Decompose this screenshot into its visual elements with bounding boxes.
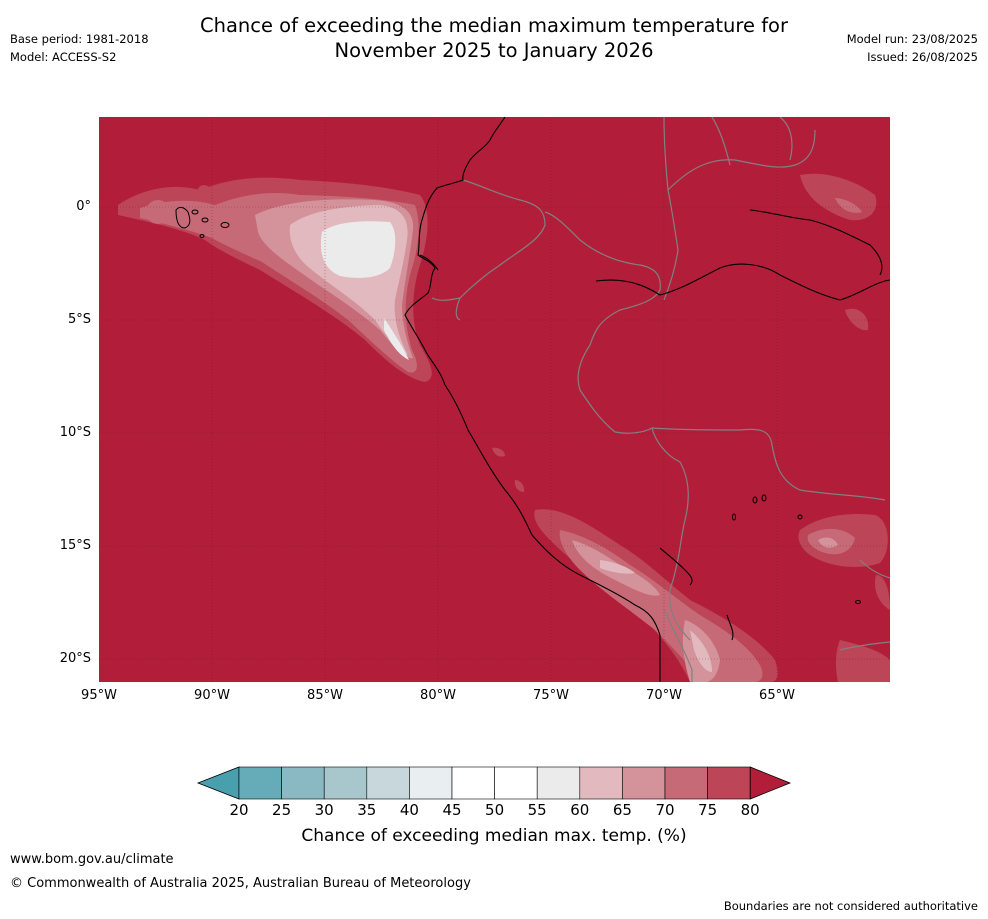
colorbar-tick-label: 55 [527,801,547,819]
lat-label-5s: 5°S [67,312,91,327]
colorbar-graphic [196,766,792,800]
colorbar-segment [622,766,666,800]
galapagos-spot [146,200,170,224]
colorbar-tick-label: 65 [612,801,632,819]
colorbar-tick-label: 75 [698,801,718,819]
footer-url[interactable]: www.bom.gov.au/climate [10,852,174,867]
meta-left: Base period: 1981-2018 Model: ACCESS-S2 [10,30,149,66]
meta-right: Model run: 23/08/2025 Issued: 26/08/2025 [847,30,978,66]
map-title: Chance of exceeding the median maximum t… [0,13,988,63]
lat-label-20s: 20°S [59,651,91,666]
model-name: Model: ACCESS-S2 [10,50,117,64]
lat-label-15s: 15°S [59,538,91,553]
band-60 [690,630,712,672]
galapagos-islands [175,206,230,238]
colorbar-segment [366,766,410,800]
colorbar-segment [238,766,282,800]
colorbar-segment [536,766,581,800]
footer-copyright: © Commonwealth of Australia 2025, Austra… [10,876,471,891]
colorbar-title: Chance of exceeding median max. temp. (%… [301,826,687,846]
title-line-2: November 2025 to January 2026 [334,39,654,62]
graticule [99,117,890,682]
colorbar-segment [281,766,325,800]
colorbar-segment [323,766,368,800]
title-line-1: Chance of exceeding the median maximum t… [199,14,789,37]
footer-disclaimer: Boundaries are not considered authoritat… [723,899,978,913]
colorbar-tick-label: 35 [357,801,377,819]
colorbar-segment [451,766,495,800]
colorbar-tick-label: 20 [229,801,249,819]
lon-label-65w: 65°W [759,688,795,703]
colorbar-segment [664,766,708,800]
warm-spots-east [492,173,890,682]
lon-label-85w: 85°W [307,688,343,703]
colorbar-segment [494,766,538,800]
colorbar-segment [707,766,751,800]
colorbar-tick-label: 70 [655,801,675,819]
colorbar-segment [409,766,453,800]
colorbar-tick-label: 25 [272,801,292,819]
base-period: Base period: 1981-2018 [10,32,149,46]
colorbar-over-arrow [749,766,792,800]
issued-date: Issued: 26/08/2025 [867,50,978,64]
colorbar-tick-label: 50 [485,801,505,819]
galapagos-spot-2 [198,185,210,195]
lat-label-10s: 10°S [59,425,91,440]
colorbar-tick-label: 45 [442,801,462,819]
colorbar-under-arrow [196,766,240,800]
band-60 [600,560,635,574]
colorbar-tick-label: 80 [740,801,760,819]
lon-label-95w: 95°W [81,688,117,703]
lon-label-90w: 90°W [194,688,230,703]
country-borders [431,117,890,682]
lakes [732,494,861,604]
lat-label-0: 0° [76,199,91,214]
plume-ecuador [118,177,432,382]
band-55 [320,221,396,278]
band-55-tail [384,318,409,360]
lon-label-75w: 75°W [533,688,569,703]
plume-andes [534,509,778,682]
coastlines [404,117,890,682]
colorbar-tick-label: 40 [399,801,419,819]
colorbar-tick-label: 60 [570,801,590,819]
model-run: Model run: 23/08/2025 [846,32,978,46]
lon-label-80w: 80°W [420,688,456,703]
colorbar-tick-label: 30 [314,801,334,819]
map-area [99,117,890,682]
colorbar-segment [579,766,623,800]
lon-label-70w: 70°W [646,688,682,703]
